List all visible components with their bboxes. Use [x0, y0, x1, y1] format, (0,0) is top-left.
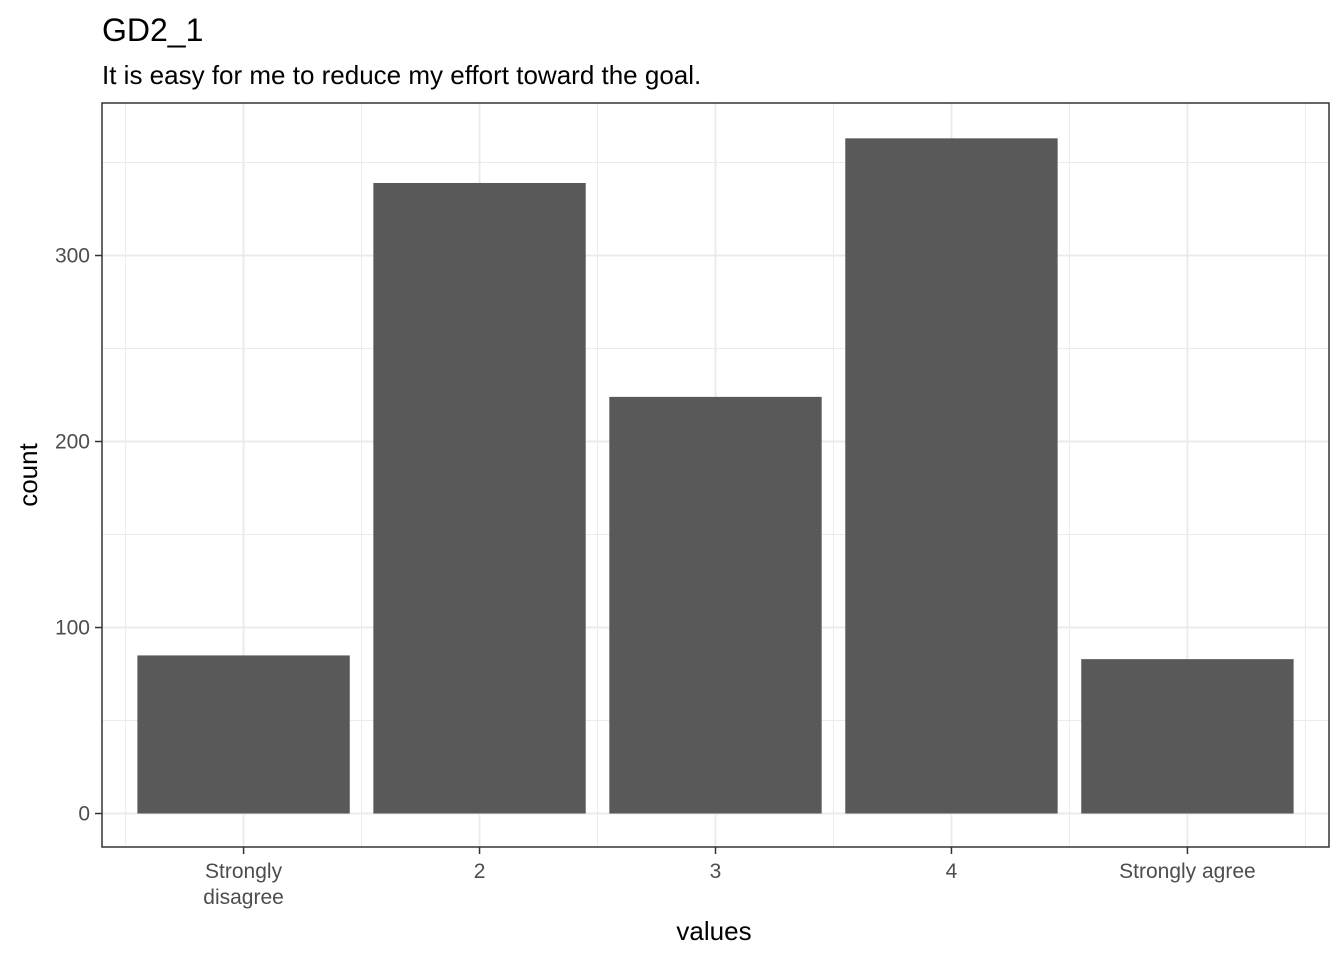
- bars: [137, 138, 1294, 814]
- y-axis-title: count: [13, 442, 43, 506]
- x-tick-label: Strongly agree: [1119, 860, 1256, 883]
- bar: [137, 655, 350, 814]
- x-tick-label: 3: [710, 860, 722, 883]
- y-tick-label: 0: [78, 803, 90, 826]
- bar: [609, 396, 822, 814]
- y-tick-label: 300: [55, 245, 90, 268]
- x-axis-title: values: [676, 916, 751, 946]
- y-tick-label: 200: [55, 431, 90, 454]
- chart-title: GD2_1: [102, 12, 203, 48]
- bar: [373, 182, 586, 814]
- x-tick-label: 2: [474, 860, 486, 883]
- chart-subtitle: It is easy for me to reduce my effort to…: [102, 60, 701, 90]
- x-tick-label: 4: [946, 860, 958, 883]
- bar: [1081, 659, 1294, 814]
- x-axis: Strongly disagree 2 3 4 Strongly agree: [203, 847, 1256, 909]
- bar: [845, 138, 1058, 814]
- y-tick-label: 100: [55, 617, 90, 640]
- x-tick-label: Strongly disagree: [203, 860, 284, 909]
- y-axis: 0 100 200 300: [55, 245, 102, 826]
